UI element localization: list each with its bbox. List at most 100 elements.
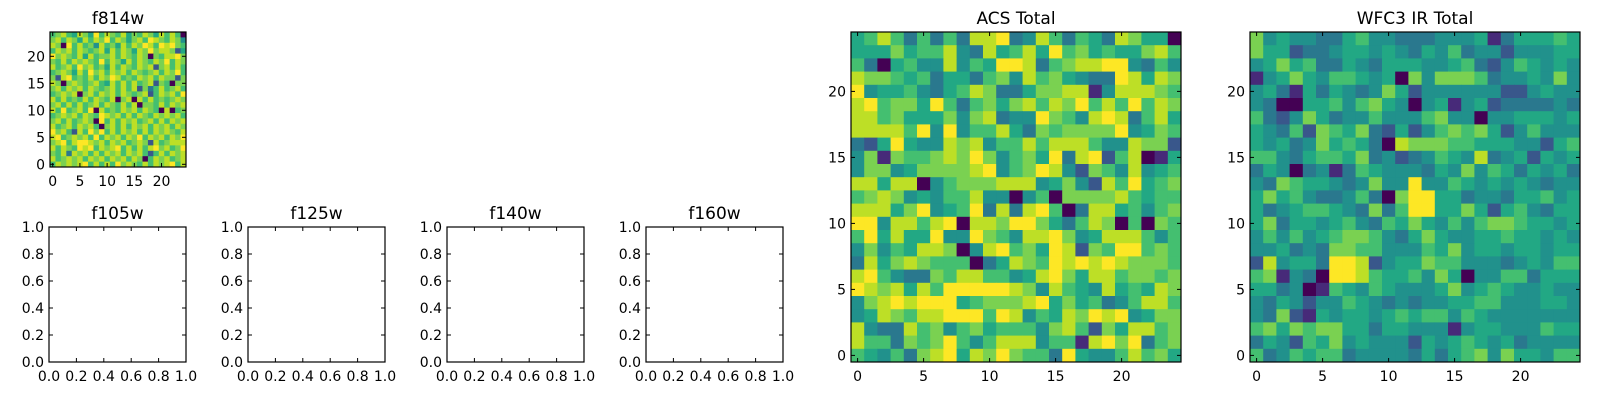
heatmap-cell xyxy=(1049,309,1063,323)
heatmap-cell xyxy=(864,177,878,191)
heatmap-cell xyxy=(1167,58,1182,72)
heatmap-cell xyxy=(1461,98,1475,112)
heatmap-cell xyxy=(917,150,931,165)
heatmap-cell xyxy=(917,335,931,350)
heatmap-cell xyxy=(1566,177,1581,191)
heatmap-cell xyxy=(1434,124,1449,138)
heatmap-cell xyxy=(1062,243,1076,257)
heatmap-cell xyxy=(55,134,62,141)
y-tick-label: 15 xyxy=(27,76,45,92)
heatmap-cell xyxy=(1566,84,1581,99)
heatmap-cell xyxy=(131,102,138,108)
heatmap-cell xyxy=(1128,84,1142,99)
x-tick-label: 0 xyxy=(48,174,57,190)
heatmap-cell xyxy=(1500,256,1515,270)
heatmap-cell xyxy=(903,203,918,218)
heatmap-cell xyxy=(864,190,878,204)
heatmap-cell xyxy=(917,45,931,59)
heatmap-cell xyxy=(1049,58,1063,72)
heatmap-cell xyxy=(1408,58,1422,72)
heatmap-cell xyxy=(864,98,878,112)
heatmap-cell xyxy=(98,80,105,87)
heatmap-cell xyxy=(890,216,905,231)
heatmap-cell xyxy=(115,161,122,168)
panel-f105w: 0.0 0.2 0.4 0.6 0.8 1.00.00.20.40.60.81.0f105… xyxy=(22,204,197,385)
heatmap-cell xyxy=(1009,296,1023,310)
heatmap-cell xyxy=(88,107,94,114)
heatmap-cell xyxy=(1035,111,1050,125)
heatmap-cell xyxy=(120,118,127,125)
heatmap-cell xyxy=(1434,309,1449,323)
heatmap-cell xyxy=(1421,32,1436,46)
heatmap-cell xyxy=(126,69,132,76)
heatmap-cell xyxy=(943,282,957,297)
heatmap-cell xyxy=(98,37,105,44)
heatmap-cell xyxy=(1250,164,1264,178)
heatmap-cell xyxy=(175,91,181,98)
heatmap-cell xyxy=(115,107,122,114)
heatmap-cell xyxy=(158,37,165,44)
heatmap-cell xyxy=(1101,203,1116,218)
heatmap-cell xyxy=(1141,348,1155,363)
heatmap-cell xyxy=(864,150,878,165)
heatmap-cell xyxy=(115,96,122,103)
heatmap-cell xyxy=(147,134,154,141)
heatmap-cell xyxy=(1553,203,1568,218)
heatmap-cell xyxy=(1448,45,1462,59)
heatmap-cell xyxy=(1355,190,1370,204)
heatmap-cell xyxy=(1566,203,1581,218)
heatmap-cell xyxy=(956,309,971,323)
heatmap-cell xyxy=(109,123,116,130)
heatmap-cell xyxy=(877,322,891,336)
heatmap-cell xyxy=(1022,45,1037,59)
heatmap-cell xyxy=(126,96,132,103)
heatmap-cell xyxy=(1395,322,1409,336)
heatmap-cell xyxy=(55,75,62,81)
heatmap-cell xyxy=(1540,282,1554,297)
heatmap-cell xyxy=(1514,98,1528,112)
heatmap-cell xyxy=(1022,137,1037,152)
heatmap-cell xyxy=(890,335,905,350)
y-tick-label: 20 xyxy=(828,84,846,100)
heatmap-cell xyxy=(1088,111,1103,125)
heatmap-cell xyxy=(120,75,127,81)
heatmap-cell xyxy=(1316,98,1330,112)
heatmap-cell xyxy=(153,145,160,152)
heatmap-cell xyxy=(1115,137,1129,152)
heatmap-cell xyxy=(943,269,957,284)
heatmap-cell xyxy=(131,129,138,135)
heatmap-cell xyxy=(175,140,181,146)
panel-title: f814w xyxy=(92,9,144,29)
heatmap-cell xyxy=(890,322,905,336)
heatmap-cell xyxy=(1527,256,1541,270)
heatmap-cell xyxy=(917,71,931,86)
heatmap-cell xyxy=(1302,256,1317,270)
heatmap-cell xyxy=(1035,216,1050,231)
heatmap-cell xyxy=(1128,32,1142,46)
heatmap-cell xyxy=(169,150,176,157)
heatmap-cell xyxy=(77,107,84,114)
heatmap-cell xyxy=(1342,309,1356,323)
heatmap-cell xyxy=(956,137,971,152)
heatmap-cell xyxy=(1540,216,1554,231)
heatmap-cell xyxy=(943,84,957,99)
heatmap-cell xyxy=(1009,256,1023,270)
heatmap-cell xyxy=(1263,230,1277,244)
heatmap-cell xyxy=(1448,58,1462,72)
heatmap-cell xyxy=(1115,190,1129,204)
y-tick-label: 0.6 xyxy=(619,274,641,290)
heatmap-cell xyxy=(77,42,84,49)
heatmap-cell xyxy=(82,107,89,114)
heatmap-cell xyxy=(983,282,997,297)
heatmap-cell xyxy=(969,137,984,152)
heatmap-cell xyxy=(917,111,931,125)
heatmap-cell xyxy=(877,335,891,350)
heatmap-cell xyxy=(903,124,918,138)
heatmap-cell xyxy=(1049,335,1063,350)
heatmap-cell xyxy=(55,161,62,168)
heatmap-cell xyxy=(1141,269,1155,284)
heatmap-cell xyxy=(917,190,931,204)
heatmap-cell xyxy=(1434,296,1449,310)
heatmap-cell xyxy=(71,113,78,119)
heatmap-cell xyxy=(147,59,154,65)
